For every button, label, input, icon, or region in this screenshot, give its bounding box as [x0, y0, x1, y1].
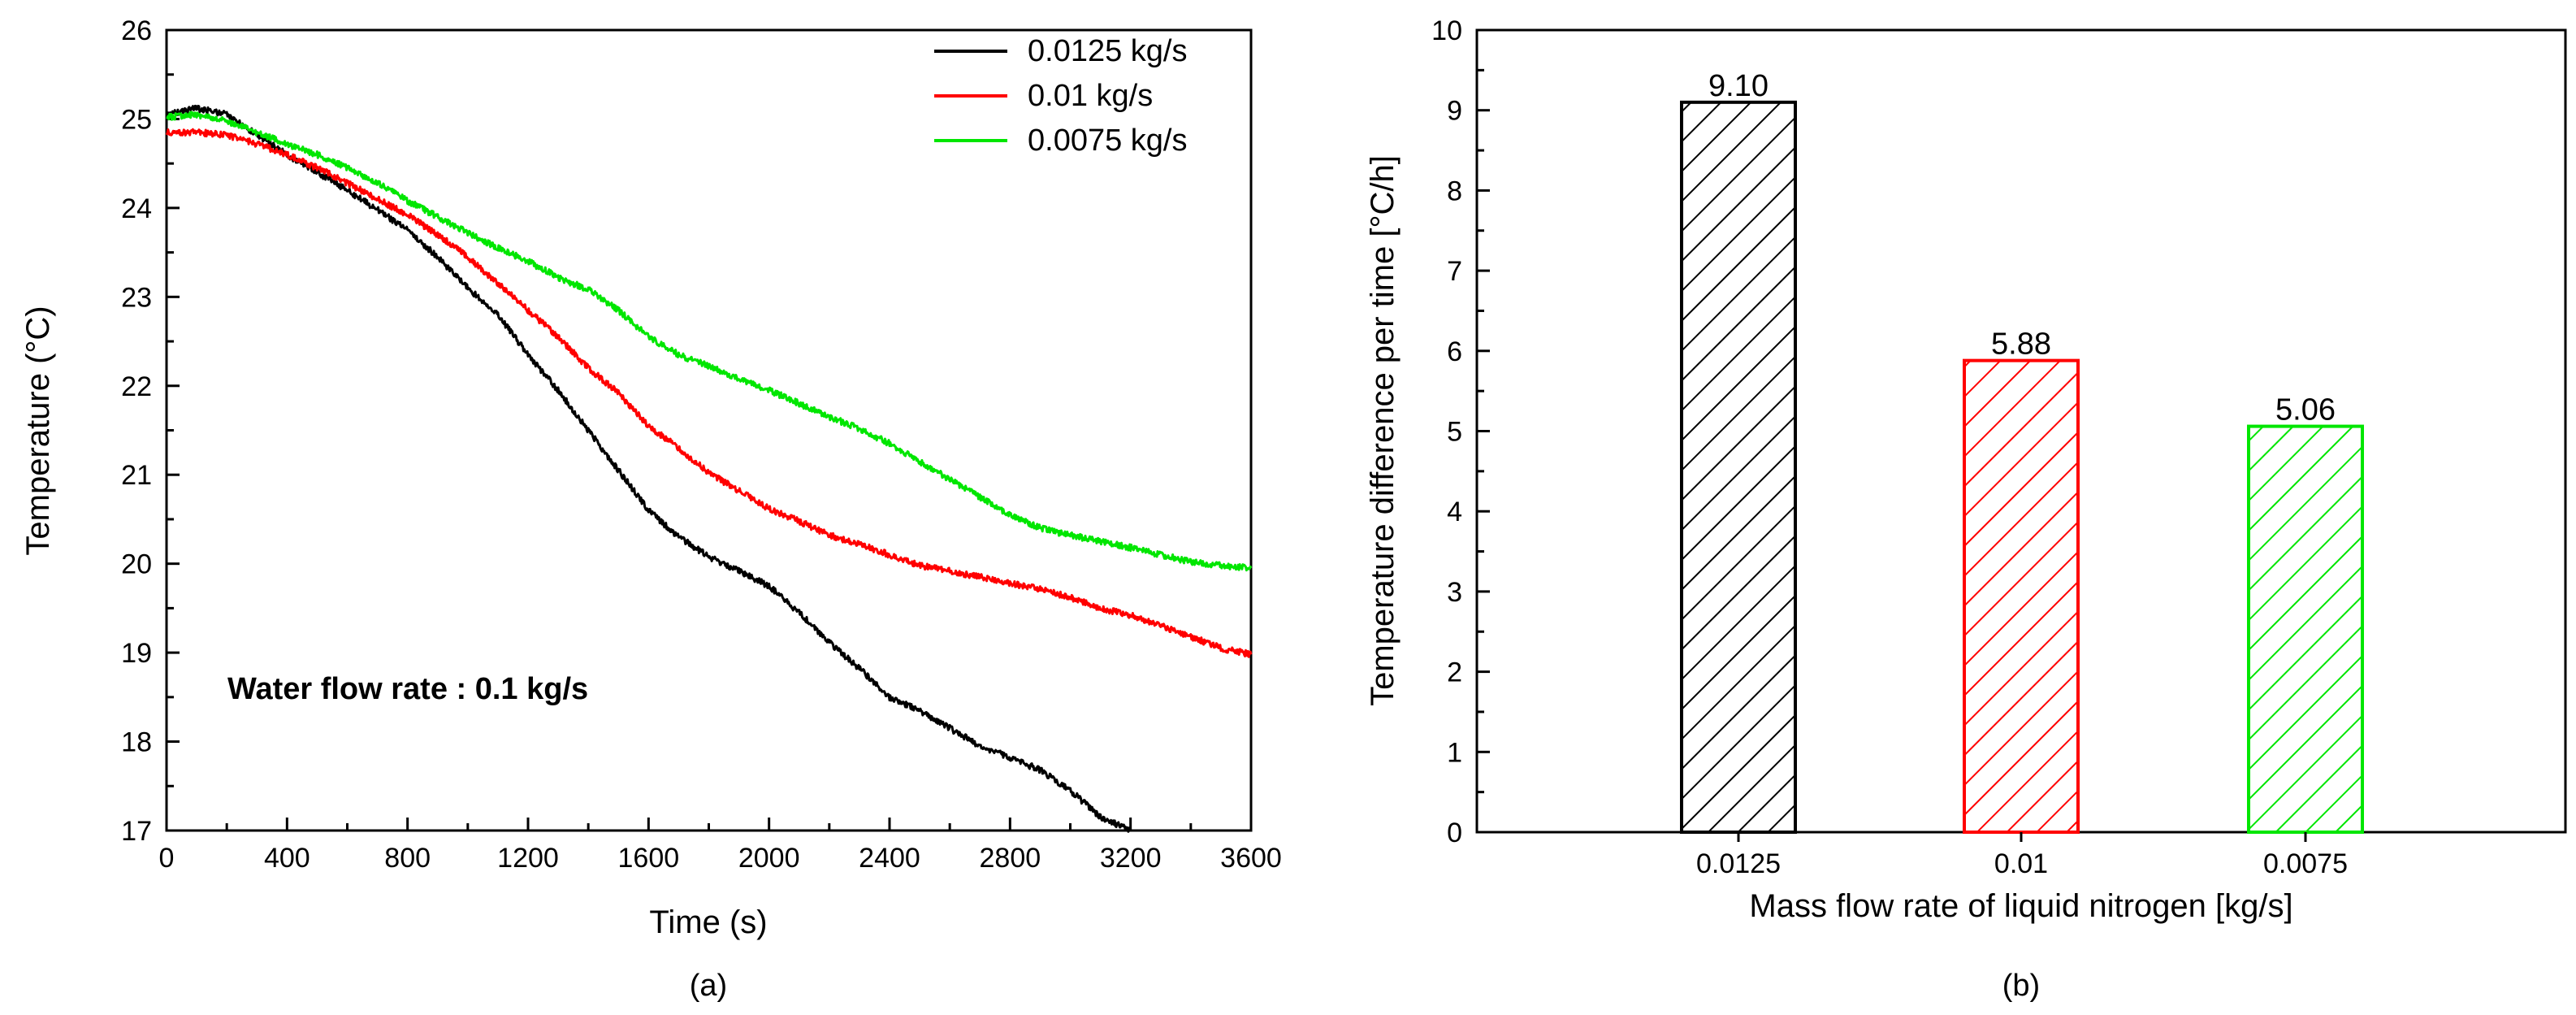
y-tick-label-b: 9: [1447, 96, 1462, 127]
x-tick-label-a: 2000: [738, 843, 800, 874]
legend-label: 0.0125 kg/s: [1028, 34, 1187, 68]
bar-chart-panel: 0 1 2 3 4 5 6 7 8 9 10 9.10 0.0125 5.88 0.01 5.06 0.007…: [1365, 15, 2567, 1003]
y-tick-label-a: 17: [121, 816, 152, 847]
bars-group-b: 9.10 0.0125 5.88 0.01 5.06 0.0075: [1680, 69, 2364, 879]
panel-label-a: (a): [690, 969, 727, 1003]
x-tick-label-a: 1600: [618, 843, 680, 874]
y-tick-label-b: 10: [1431, 15, 1462, 46]
legend-label: 0.01 kg/s: [1028, 79, 1153, 113]
bar-value-label: 5.88: [1991, 327, 2051, 362]
y-tick-label-a: 26: [121, 15, 152, 46]
y-tick-label-b: 3: [1447, 577, 1462, 608]
y-tick-label-a: 19: [121, 638, 152, 669]
legend-a: 0.0125 kg/s 0.01 kg/s 0.0075 kg/s: [934, 34, 1187, 158]
bar-value-label: 5.06: [2275, 393, 2336, 427]
x-tick-label-a: 0: [159, 843, 175, 874]
x-category-label: 0.01: [1994, 848, 2048, 879]
y-tick-label-a: 21: [121, 460, 152, 491]
x-tick-label-a: 800: [384, 843, 431, 874]
panel-label-b: (b): [2002, 969, 2040, 1003]
y-tick-label-b: 6: [1447, 336, 1462, 367]
y-tick-label-b: 1: [1447, 737, 1462, 768]
x-tick-label-a: 3600: [1220, 843, 1282, 874]
y-tick-label-b: 5: [1447, 417, 1462, 448]
y-tick-label-b: 0: [1447, 818, 1462, 848]
x-axis-label-a: Time (s): [649, 904, 767, 940]
series-line-0-01-kg-s: [165, 128, 1253, 658]
bar-value-label: 9.10: [1708, 69, 1769, 103]
y-tick-label-a: 25: [121, 104, 152, 135]
y-tick-label-b: 7: [1447, 256, 1462, 287]
y-tick-label-b: 8: [1447, 176, 1462, 206]
x-tick-label-a: 2400: [859, 843, 920, 874]
x-tick-label-a: 2800: [980, 843, 1041, 874]
y-tick-label-b: 2: [1447, 657, 1462, 688]
x-tick-label-a: 400: [264, 843, 310, 874]
bar-0.01: [1963, 358, 2080, 835]
annotation-water-flow-rate: Water flow rate : 0.1 kg/s: [227, 672, 588, 706]
line-chart-panel: 0 400 800 1200 1600 2000 2400 2800 3200 3600 17 18 1…: [20, 15, 1282, 1003]
bar-0.0125: [1680, 100, 1797, 834]
axis-ticks-a: 0 400 800 1200 1600 2000 2400 2800 3200 3600 17 18 1…: [121, 15, 1282, 874]
x-tick-label-a: 3200: [1100, 843, 1162, 874]
y-tick-label-a: 23: [121, 282, 152, 313]
y-tick-label-a: 24: [121, 193, 152, 224]
legend-label: 0.0075 kg/s: [1028, 124, 1187, 158]
y-tick-label-a: 22: [121, 371, 152, 402]
x-tick-label-a: 1200: [497, 843, 559, 874]
y-axis-label-a: Temperature (°C): [20, 306, 56, 555]
series-line-0-0075-kg-s: [166, 111, 1253, 572]
x-category-label: 0.0125: [1696, 848, 1781, 879]
x-category-label: 0.0075: [2263, 848, 2348, 879]
y-tick-label-b: 4: [1447, 497, 1462, 527]
y-axis-label-b: Temperature difference per time [°C/h]: [1365, 155, 1401, 706]
x-axis-label-b: Mass flow rate of liquid nitrogen [kg/s]: [1749, 888, 2292, 924]
y-tick-label-a: 20: [121, 549, 152, 580]
series-group-a: [165, 104, 1253, 833]
bar-0.0075: [2247, 424, 2364, 834]
y-tick-label-a: 18: [121, 727, 152, 758]
series-line-0-0125-kg-s: [165, 104, 1132, 833]
axis-ticks-b: 0 1 2 3 4 5 6 7 8 9 10: [1431, 15, 1490, 848]
